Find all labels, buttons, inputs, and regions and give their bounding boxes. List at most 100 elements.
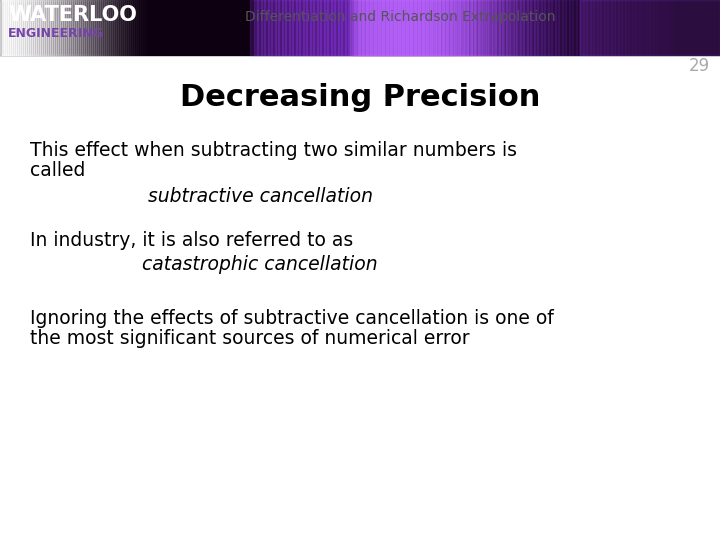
Bar — [379, 0, 387, 55]
Bar — [28, 0, 32, 55]
Bar — [372, 0, 380, 55]
Bar — [126, 0, 130, 55]
Bar — [338, 0, 346, 55]
Bar — [562, 0, 570, 55]
Bar — [470, 0, 479, 55]
Bar — [430, 0, 440, 55]
Bar — [374, 0, 384, 55]
Bar — [156, 0, 160, 55]
Bar — [565, 0, 573, 55]
Bar — [442, 0, 452, 55]
Bar — [443, 0, 451, 55]
Bar — [550, 0, 560, 55]
Bar — [120, 0, 124, 55]
Bar — [18, 0, 22, 55]
Bar — [278, 0, 286, 55]
Bar — [570, 0, 580, 55]
Bar — [261, 0, 269, 55]
Bar — [514, 0, 524, 55]
Bar — [369, 0, 377, 55]
Bar — [382, 0, 392, 55]
Bar — [148, 0, 152, 55]
Bar — [104, 0, 108, 55]
Bar — [310, 0, 318, 55]
Bar — [334, 0, 342, 55]
Bar — [36, 0, 40, 55]
Bar — [14, 0, 18, 55]
Bar — [285, 0, 293, 55]
Bar — [498, 0, 506, 55]
Text: catastrophic cancellation: catastrophic cancellation — [142, 255, 378, 274]
Bar — [130, 0, 134, 55]
Bar — [432, 0, 440, 55]
Text: This effect when subtracting two similar numbers is: This effect when subtracting two similar… — [30, 141, 517, 160]
Text: WATERLOO: WATERLOO — [8, 5, 137, 25]
Bar — [140, 0, 144, 55]
Bar — [58, 0, 62, 55]
Bar — [72, 0, 76, 55]
Bar — [656, 0, 664, 55]
Bar — [402, 0, 412, 55]
Bar — [313, 0, 321, 55]
Bar — [359, 0, 366, 55]
Bar — [554, 0, 562, 55]
Bar — [257, 0, 265, 55]
Bar — [128, 0, 132, 55]
Bar — [538, 0, 548, 55]
Bar — [631, 0, 639, 55]
Bar — [46, 0, 50, 55]
Bar — [574, 0, 584, 55]
Bar — [134, 0, 138, 55]
Bar — [582, 0, 592, 55]
Bar — [158, 0, 162, 55]
Bar — [495, 0, 503, 55]
Bar — [76, 0, 80, 55]
Bar — [136, 0, 140, 55]
Bar — [390, 0, 398, 55]
Bar — [486, 0, 496, 55]
Bar — [48, 0, 52, 55]
Bar — [534, 0, 544, 55]
Bar — [635, 0, 643, 55]
Bar — [118, 0, 122, 55]
Bar — [274, 0, 282, 55]
Bar — [586, 0, 596, 55]
Bar — [62, 0, 66, 55]
Bar — [544, 0, 552, 55]
Bar — [351, 0, 359, 55]
Bar — [268, 0, 276, 55]
Bar — [523, 0, 531, 55]
Bar — [341, 0, 349, 55]
Bar — [518, 0, 528, 55]
Bar — [306, 0, 314, 55]
Bar — [624, 0, 632, 55]
Bar — [526, 0, 536, 55]
Bar — [20, 0, 24, 55]
Bar — [42, 0, 46, 55]
Bar — [611, 0, 618, 55]
Bar — [26, 0, 30, 55]
Bar — [579, 0, 587, 55]
Bar — [406, 0, 416, 55]
Bar — [132, 0, 136, 55]
Bar — [292, 0, 300, 55]
Bar — [52, 0, 56, 55]
Bar — [376, 0, 384, 55]
Bar — [282, 0, 289, 55]
Bar — [110, 0, 114, 55]
Bar — [481, 0, 489, 55]
Bar — [150, 0, 154, 55]
Bar — [554, 0, 564, 55]
Bar — [114, 0, 118, 55]
Bar — [422, 0, 432, 55]
Bar — [462, 0, 472, 55]
Text: subtractive cancellation: subtractive cancellation — [148, 187, 372, 206]
Bar — [628, 0, 636, 55]
Bar — [144, 0, 148, 55]
Bar — [438, 0, 448, 55]
Bar — [575, 0, 583, 55]
Bar — [464, 0, 472, 55]
Bar — [474, 0, 484, 55]
Text: 29: 29 — [689, 57, 710, 75]
Bar — [24, 0, 28, 55]
